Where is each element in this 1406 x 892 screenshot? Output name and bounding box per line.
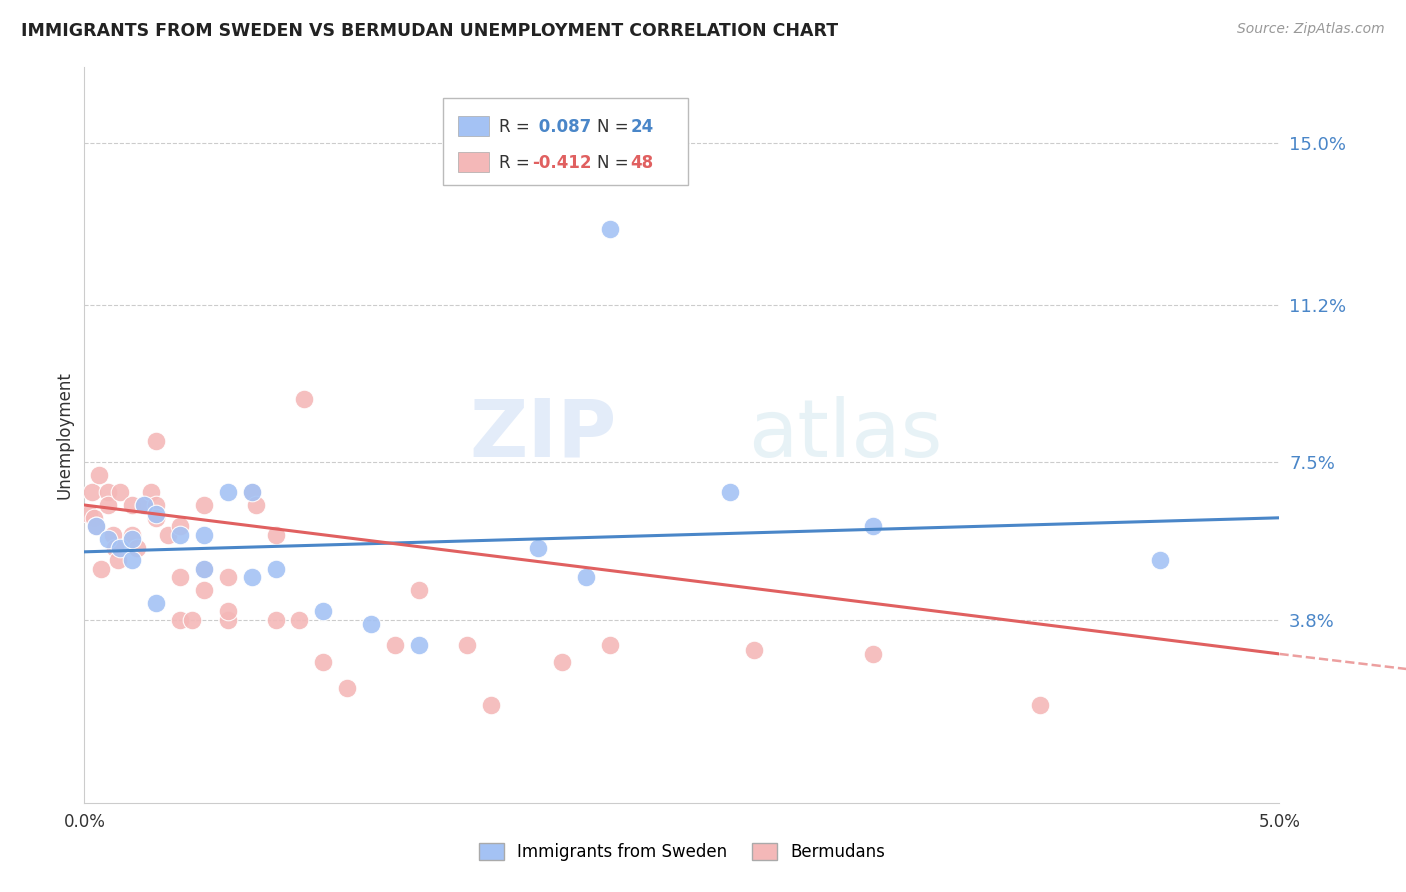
- Point: [264, 613, 287, 627]
- Point: [1029, 698, 1052, 712]
- Point: [121, 532, 143, 546]
- Point: [1149, 553, 1171, 567]
- Text: atlas: atlas: [748, 396, 942, 474]
- Legend: Immigrants from Sweden, Bermudans: Immigrants from Sweden, Bermudans: [472, 837, 891, 868]
- Point: [77, 507, 100, 521]
- Point: [145, 510, 167, 524]
- Text: 0.087: 0.087: [533, 118, 591, 136]
- Point: [121, 498, 143, 512]
- Point: [80, 485, 103, 500]
- Point: [86, 519, 108, 533]
- Point: [83, 510, 105, 524]
- Point: [479, 698, 502, 712]
- Text: R =: R =: [499, 118, 536, 136]
- Point: [718, 485, 741, 500]
- Point: [121, 553, 143, 567]
- Point: [193, 583, 215, 598]
- Point: [240, 485, 263, 500]
- Point: [193, 528, 215, 542]
- Point: [110, 485, 132, 500]
- Point: [132, 498, 156, 512]
- Point: [408, 639, 430, 653]
- Point: [169, 570, 191, 584]
- Point: [169, 519, 191, 533]
- Point: [360, 617, 382, 632]
- Point: [193, 498, 215, 512]
- Point: [217, 485, 239, 500]
- Point: [157, 528, 180, 542]
- Point: [240, 485, 263, 500]
- Text: 24: 24: [630, 118, 654, 136]
- Point: [97, 485, 120, 500]
- Text: N =: N =: [598, 118, 634, 136]
- Point: [599, 639, 621, 653]
- Text: IMMIGRANTS FROM SWEDEN VS BERMUDAN UNEMPLOYMENT CORRELATION CHART: IMMIGRANTS FROM SWEDEN VS BERMUDAN UNEMP…: [21, 22, 838, 40]
- Point: [145, 596, 167, 610]
- Point: [110, 541, 132, 555]
- Point: [551, 656, 574, 670]
- Point: [145, 498, 167, 512]
- Point: [193, 562, 215, 576]
- FancyBboxPatch shape: [458, 116, 489, 136]
- Point: [312, 604, 335, 618]
- Point: [742, 642, 765, 657]
- Text: 48: 48: [630, 154, 654, 172]
- Point: [104, 541, 127, 555]
- Point: [292, 392, 315, 406]
- Text: -0.412: -0.412: [533, 154, 592, 172]
- Text: ZIP: ZIP: [470, 396, 616, 474]
- Point: [87, 468, 110, 483]
- Text: R =: R =: [499, 154, 536, 172]
- Point: [145, 434, 167, 449]
- Point: [121, 528, 143, 542]
- Point: [240, 570, 263, 584]
- Point: [245, 498, 267, 512]
- Point: [101, 528, 124, 542]
- Point: [97, 532, 120, 546]
- Text: Source: ZipAtlas.com: Source: ZipAtlas.com: [1237, 22, 1385, 37]
- Point: [575, 570, 598, 584]
- Point: [169, 613, 191, 627]
- Point: [86, 519, 108, 533]
- Point: [97, 498, 120, 512]
- Point: [181, 613, 204, 627]
- Point: [456, 639, 478, 653]
- Point: [408, 583, 430, 598]
- Text: N =: N =: [598, 154, 634, 172]
- Point: [288, 613, 311, 627]
- Point: [141, 485, 163, 500]
- Point: [599, 221, 621, 235]
- Point: [264, 562, 287, 576]
- Point: [862, 519, 884, 533]
- Point: [125, 541, 148, 555]
- Point: [193, 562, 215, 576]
- Point: [527, 541, 550, 555]
- Point: [145, 507, 167, 521]
- Point: [336, 681, 359, 695]
- FancyBboxPatch shape: [443, 98, 688, 185]
- Point: [169, 528, 191, 542]
- Point: [132, 498, 156, 512]
- FancyBboxPatch shape: [458, 153, 489, 172]
- Point: [217, 613, 239, 627]
- Point: [107, 553, 129, 567]
- Point: [862, 647, 884, 661]
- Y-axis label: Unemployment: Unemployment: [55, 371, 73, 499]
- Point: [264, 528, 287, 542]
- Point: [90, 562, 112, 576]
- Point: [384, 639, 406, 653]
- Point: [217, 604, 239, 618]
- Point: [312, 656, 335, 670]
- Point: [217, 570, 239, 584]
